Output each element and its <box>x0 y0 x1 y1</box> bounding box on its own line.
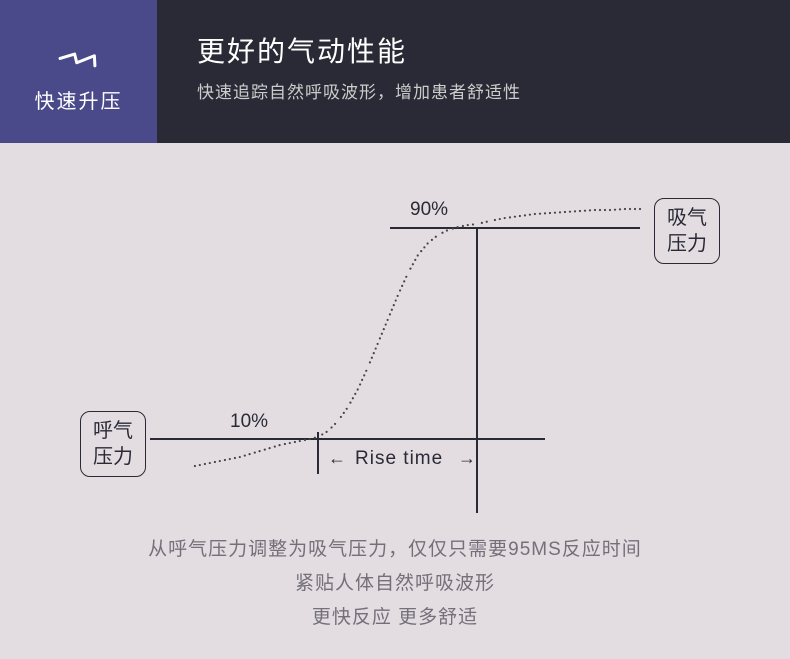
header: 快速升压 更好的气动性能 快速追踪自然呼吸波形，增加患者舒适性 <box>0 0 790 143</box>
caption-line1: 从呼气压力调整为吸气压力，仅仅只需要95MS反应时间 <box>0 533 790 567</box>
label-inhale-line1: 吸气 <box>667 207 707 229</box>
label-inhale-pressure: 吸气 压力 <box>654 198 720 264</box>
arrow-right-icon: → <box>458 448 476 469</box>
label-90-percent: 90% <box>410 199 448 221</box>
arrow-left-icon: ← <box>328 448 346 469</box>
label-exhale-line2: 压力 <box>93 446 133 468</box>
header-title: 更好的气动性能 <box>197 30 750 70</box>
label-10-percent: 10% <box>230 411 268 433</box>
badge-label: 快速升压 <box>35 85 123 114</box>
label-exhale-pressure: 呼气 压力 <box>80 411 146 477</box>
caption: 从呼气压力调整为吸气压力，仅仅只需要95MS反应时间 紧贴人体自然呼吸波形 更快… <box>0 533 790 636</box>
caption-line2: 紧贴人体自然呼吸波形 <box>0 567 790 601</box>
label-rise-time: Rise time <box>355 448 443 470</box>
header-text: 更好的气动性能 快速追踪自然呼吸波形，增加患者舒适性 <box>157 0 790 143</box>
diagram: 吸气 压力 呼气 压力 90% 10% ← Rise time → <box>0 143 790 533</box>
caption-line3: 更快反应 更多舒适 <box>0 601 790 635</box>
header-subtitle: 快速追踪自然呼吸波形，增加患者舒适性 <box>197 78 750 103</box>
label-exhale-line1: 呼气 <box>93 420 133 442</box>
lightning-icon <box>55 29 103 77</box>
label-inhale-line2: 压力 <box>667 233 707 255</box>
badge: 快速升压 <box>0 0 157 143</box>
